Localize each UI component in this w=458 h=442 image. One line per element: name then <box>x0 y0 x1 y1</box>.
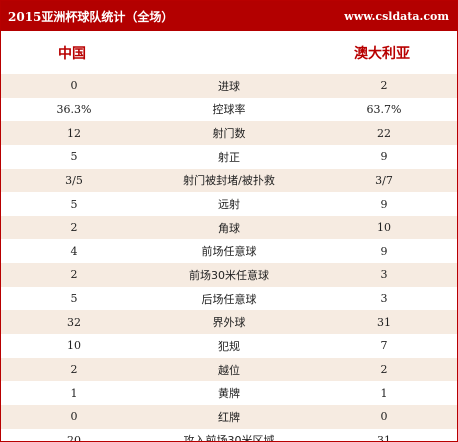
home-stat-value: 36.3% <box>56 102 92 116</box>
stat-label: 射门被封堵/被扑救 <box>183 174 275 188</box>
stat-label: 远射 <box>218 198 240 212</box>
home-stat-value: 4 <box>70 244 78 258</box>
stat-label: 进球 <box>218 79 240 93</box>
home-stat-value: 32 <box>67 315 81 329</box>
home-stat-value: 3/5 <box>65 173 83 187</box>
stat-row: 0 红牌 0 <box>1 404 457 429</box>
stat-row: 5 后场任意球 3 <box>1 287 457 311</box>
stat-label: 前场任意球 <box>201 245 257 259</box>
home-team-name: 中国 <box>58 45 86 62</box>
home-stat-value: 10 <box>67 339 81 353</box>
team-names-row: 中国 澳大利亚 <box>1 31 457 74</box>
stat-row: 2 前场30米任意球 3 <box>1 263 457 287</box>
stat-row: 2 角球 10 <box>1 215 457 240</box>
away-stat-value: 63.7% <box>366 102 402 116</box>
away-stat-value: 9 <box>380 197 388 211</box>
home-stat-value: 5 <box>70 292 78 306</box>
stat-label: 红牌 <box>218 410 240 424</box>
stat-label: 犯规 <box>218 339 240 353</box>
away-stat-value: 7 <box>380 339 388 353</box>
away-stat-value: 9 <box>380 150 388 164</box>
home-stat-value: 2 <box>70 363 78 376</box>
away-stat-value: 3/7 <box>375 173 393 187</box>
away-stat-value: 9 <box>380 244 388 258</box>
stat-label: 黄牌 <box>218 387 240 401</box>
away-stat-value: 2 <box>380 363 388 376</box>
home-stat-value: 2 <box>70 221 78 235</box>
home-stat-value: 0 <box>70 79 78 93</box>
away-team-name: 澳大利亚 <box>354 45 410 62</box>
stat-row: 36.3% 控球率 63.7% <box>1 98 457 122</box>
stat-label: 攻入前场30米区域 <box>183 434 275 442</box>
stat-label: 角球 <box>218 221 240 235</box>
stat-row: 5 射正 9 <box>1 145 457 169</box>
stat-label: 界外球 <box>212 316 246 330</box>
stat-row: 2 越位 2 <box>1 357 457 382</box>
stat-label: 前场30米任意球 <box>189 268 269 282</box>
home-stat-value: 20 <box>67 433 81 442</box>
home-stat-value: 5 <box>70 150 78 164</box>
home-stat-value: 0 <box>70 410 78 424</box>
stat-row: 3/5 射门被封堵/被扑救 3/7 <box>1 168 457 193</box>
away-stat-value: 3 <box>380 292 388 306</box>
away-stat-value: 10 <box>377 221 391 235</box>
away-stat-value: 22 <box>377 126 391 140</box>
panel-header: 2015亚洲杯球队统计（全场） www.csldata.com <box>1 1 457 31</box>
stat-row: 4 前场任意球 9 <box>1 239 457 263</box>
home-stat-value: 2 <box>70 268 78 282</box>
home-stat-value: 5 <box>70 197 78 211</box>
site-url: www.csldata.com <box>344 9 449 23</box>
stat-row: 12 射门数 22 <box>1 121 457 145</box>
stat-label: 射正 <box>218 150 240 164</box>
panel-title: 2015亚洲杯球队统计（全场） <box>8 9 174 24</box>
away-stat-value: 31 <box>377 315 391 329</box>
stat-row: 20 攻入前场30米区域 31 <box>1 429 457 442</box>
home-stat-value: 1 <box>70 386 78 400</box>
stat-label: 射门数 <box>212 127 246 141</box>
stat-row: 1 黄牌 1 <box>1 381 457 405</box>
stats-table: 0 进球 2 36.3% 控球率 63.7% 12 射门数 22 5 射正 9 3/5 射门被封堵/被扑救… <box>1 74 457 442</box>
stat-row: 0 进球 2 <box>1 74 457 98</box>
home-stat-value: 12 <box>67 126 81 140</box>
away-stat-value: 2 <box>380 79 388 93</box>
stat-label: 控球率 <box>212 103 246 117</box>
stat-row: 10 犯规 7 <box>1 334 457 358</box>
stat-row: 32 界外球 31 <box>1 310 457 335</box>
away-stat-value: 1 <box>380 386 388 400</box>
stat-label: 越位 <box>218 363 240 377</box>
away-stat-value: 3 <box>380 268 388 282</box>
stat-label: 后场任意球 <box>201 292 257 306</box>
away-stat-value: 0 <box>380 410 388 424</box>
stat-row: 5 远射 9 <box>1 192 457 216</box>
away-stat-value: 31 <box>377 433 391 442</box>
